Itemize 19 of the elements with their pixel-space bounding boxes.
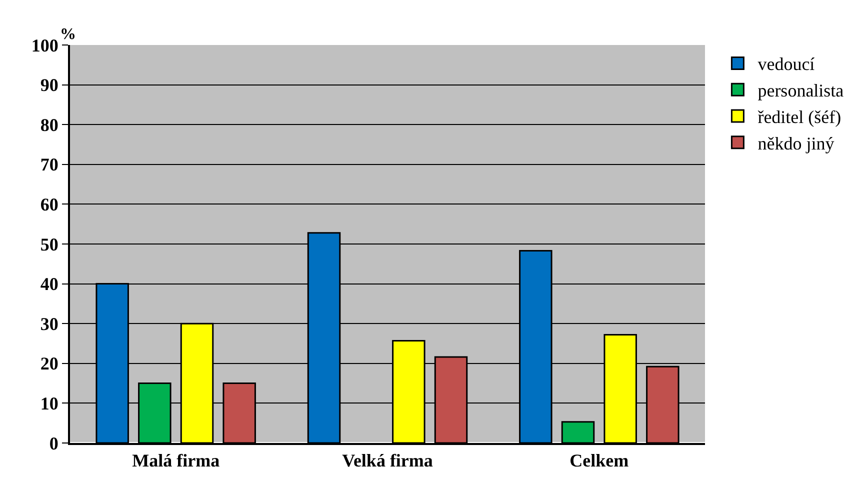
y-axis-title: %: [60, 26, 76, 43]
legend-label: ředitel (šéf): [758, 107, 842, 128]
x-tick-label: Velká firma: [342, 450, 433, 471]
y-tick-label: 50: [40, 234, 58, 254]
legend-label: vedoucí: [758, 54, 815, 74]
x-tick-label: Malá firma: [132, 450, 220, 471]
y-tick-label: 80: [40, 114, 58, 135]
y-tick-label: 100: [31, 35, 58, 56]
y-tick-label: 0: [49, 433, 58, 454]
y-tick-label: 70: [40, 154, 58, 175]
y-tick-label: 90: [40, 75, 58, 96]
y-tick-label: 20: [40, 354, 58, 374]
legend-label: někdo jiný: [758, 133, 834, 154]
legend-label: personalista: [758, 80, 844, 101]
y-tick-label: 10: [40, 394, 58, 414]
y-tick-label: 60: [40, 194, 58, 214]
y-tick-label: 40: [40, 274, 58, 294]
x-tick-label: Celkem: [570, 450, 629, 471]
y-tick-label: 30: [40, 314, 58, 334]
